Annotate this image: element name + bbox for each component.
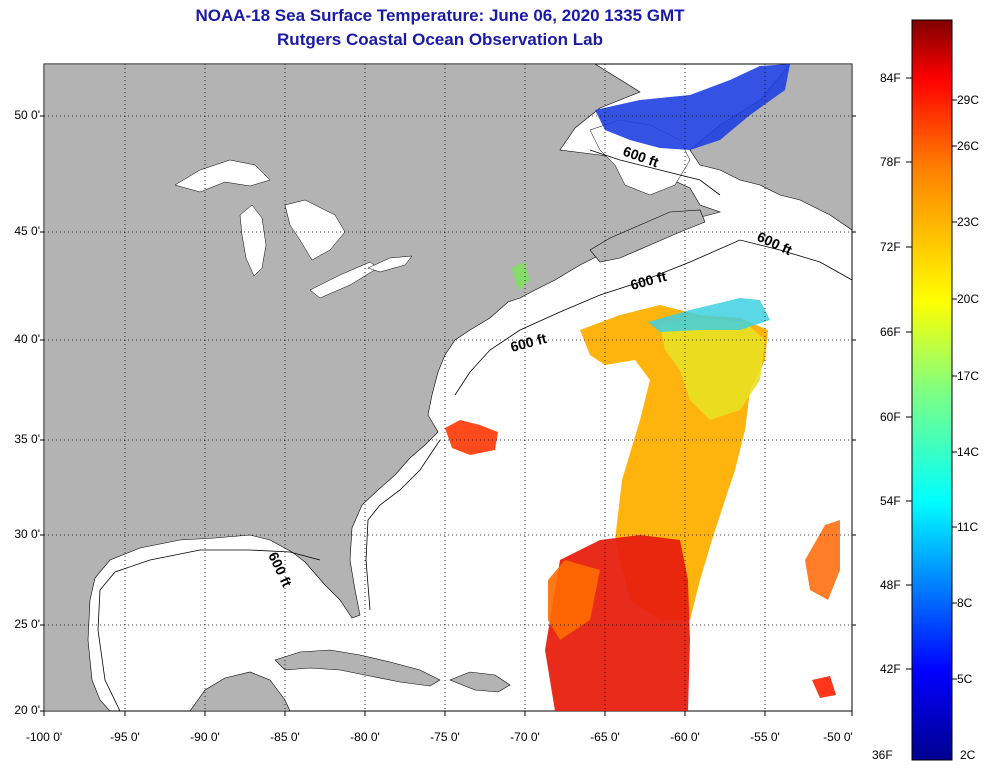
lon-label-95: -95 0': [110, 730, 140, 744]
isobath-600ft-south: [365, 439, 441, 611]
lon-label-50: -50 0': [823, 730, 853, 744]
lake-michigan: [239, 204, 267, 277]
lat-label-45: 45 0': [14, 224, 40, 238]
colorbar-c-29: 29C: [957, 93, 980, 107]
colorbar-f-42: 42F: [880, 662, 901, 676]
sst-east-patch: [805, 520, 840, 600]
colorbar-f-84: 84F: [880, 71, 901, 85]
sst-hatteras: [445, 420, 498, 455]
colorbar-f-48: 48F: [880, 578, 901, 592]
colorbar-f-72: 72F: [880, 240, 901, 254]
land-nova-scotia: [589, 209, 706, 263]
sst-cyan-edge: [648, 298, 770, 332]
isobath-600ft-gulf: [97, 549, 321, 711]
colorbar-c-14: 14C: [957, 445, 980, 459]
sst-yellow-band: [660, 318, 765, 420]
sst-gulf-maine: [512, 262, 530, 290]
colorbar-f-54: 54F: [880, 494, 901, 508]
isobath-600ft: [454, 239, 852, 396]
land-yucatan: [189, 671, 291, 711]
lon-label-60: -60 0': [670, 730, 700, 744]
colorbar-c-11: 11C: [957, 520, 979, 534]
colorbar-c-23: 23C: [957, 215, 980, 229]
lake-huron: [284, 199, 346, 261]
lon-label-100: -100 0': [25, 730, 63, 744]
lat-label-50: 50 0': [14, 108, 40, 122]
colorbar: [911, 19, 953, 761]
lon-label-80: -80 0': [350, 730, 380, 744]
lon-label-70: -70 0': [510, 730, 540, 744]
lat-label-40: 40 0': [14, 332, 40, 346]
colorbar-c-17: 17C: [957, 369, 980, 383]
sst-orange-south: [548, 560, 600, 640]
lake-ontario: [367, 255, 413, 273]
colorbar-c-20: 20C: [957, 292, 980, 306]
colorbar-c-26: 26C: [957, 139, 980, 153]
colorbar-ticks: [906, 77, 957, 680]
colorbar-c-2: 2C: [960, 748, 976, 762]
colorbar-f-36: 36F: [872, 748, 893, 762]
lon-label-90: -90 0': [190, 730, 220, 744]
lon-label-75: -75 0': [430, 730, 460, 744]
lon-label-55: -55 0': [750, 730, 780, 744]
colorbar-c-8: 8C: [957, 596, 973, 610]
lake-superior: [174, 159, 271, 193]
lat-label-25: 25 0': [14, 617, 40, 631]
lon-label-85: -85 0': [270, 730, 300, 744]
colorbar-f-78: 78F: [880, 155, 901, 169]
land-hispaniola: [449, 671, 511, 693]
graticule: [44, 64, 852, 711]
isobath-600ft-stlawrence: [589, 149, 721, 196]
colorbar-f-66: 66F: [880, 325, 901, 339]
land-north-america: [44, 64, 722, 711]
lat-label-30: 30 0': [14, 527, 40, 541]
colorbar-c-5: 5C: [957, 672, 973, 686]
colorbar-f-60: 60F: [880, 410, 901, 424]
sst-southeast-patch: [812, 676, 836, 698]
title-line-1: NOAA-18 Sea Surface Temperature: June 06…: [195, 6, 685, 25]
land-cuba: [274, 649, 441, 687]
lat-label-35: 35 0': [14, 432, 40, 446]
axis-ticks: [40, 115, 856, 716]
lon-label-65: -65 0': [590, 730, 620, 744]
title-line-2: Rutgers Coastal Ocean Observation Lab: [277, 30, 603, 49]
sst-cold-gulf-stlawrence: [595, 64, 790, 150]
lat-label-20: 20 0': [14, 703, 40, 717]
